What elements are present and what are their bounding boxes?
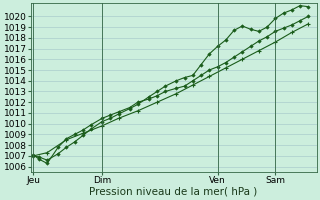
X-axis label: Pression niveau de la mer( hPa ): Pression niveau de la mer( hPa ) <box>90 187 258 197</box>
